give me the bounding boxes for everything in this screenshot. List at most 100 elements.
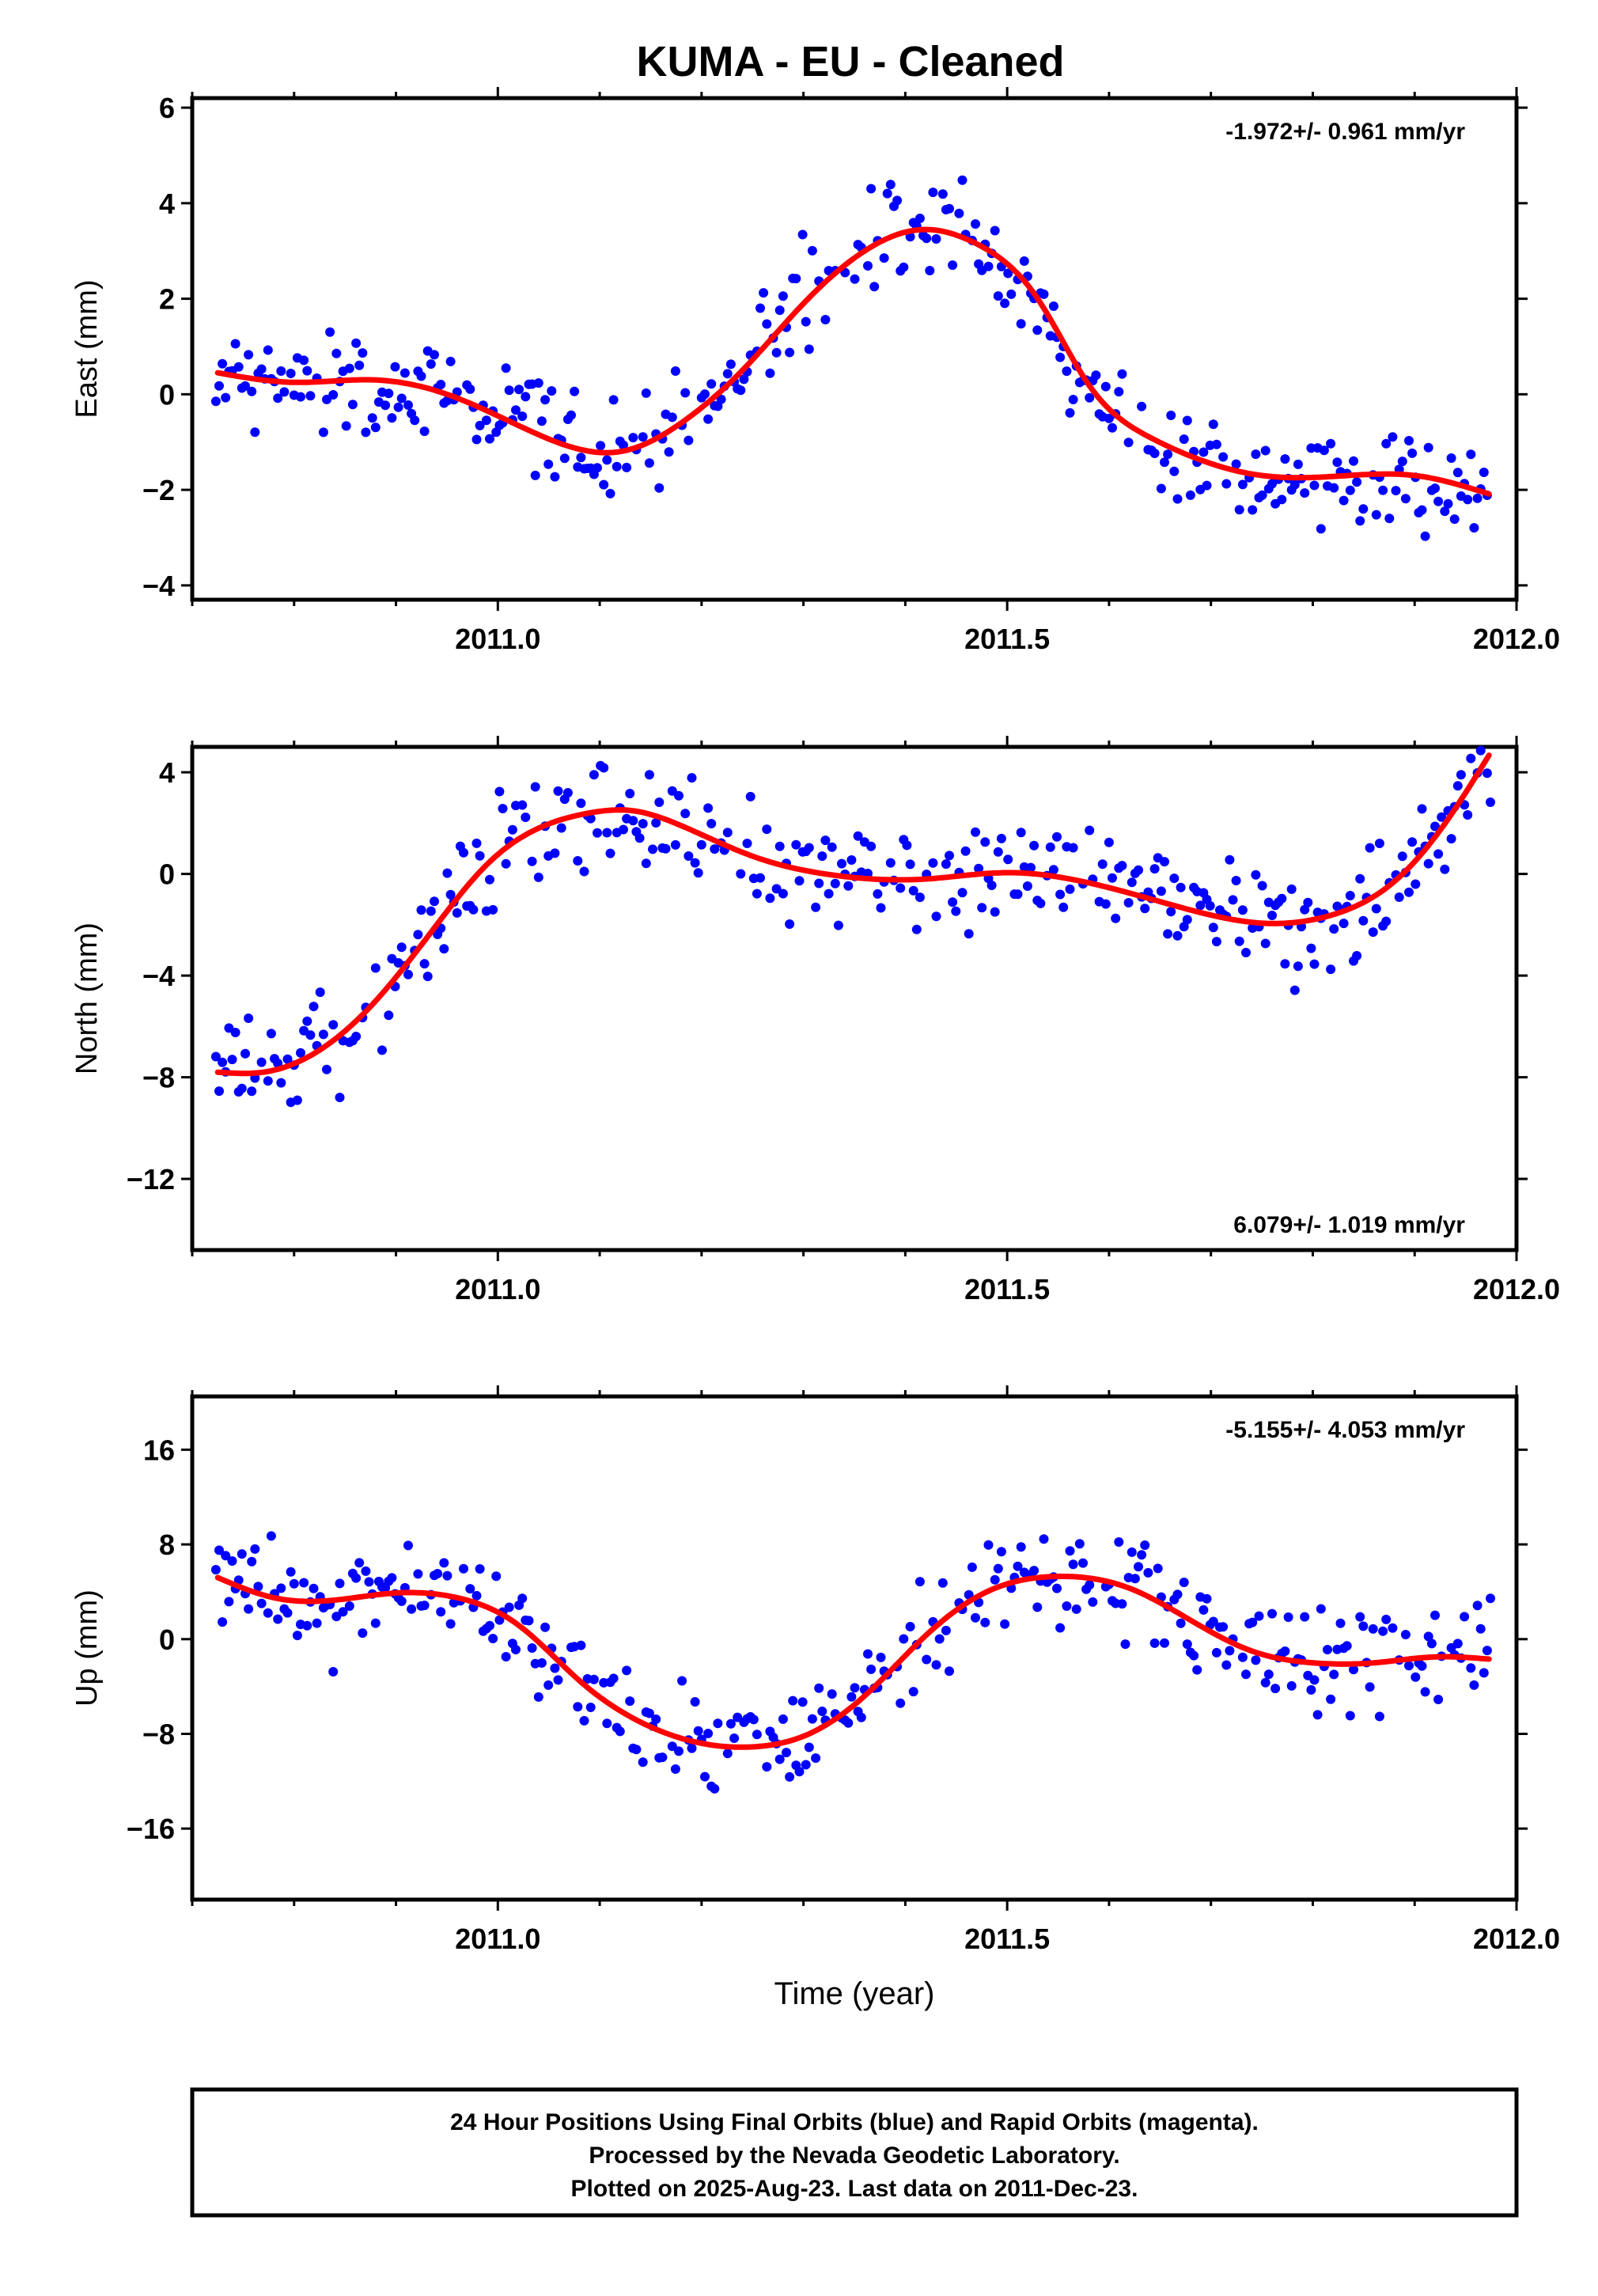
data-point: [273, 1614, 283, 1624]
data-point: [1417, 804, 1427, 814]
data-point: [752, 1730, 762, 1740]
data-point: [684, 435, 694, 445]
y-tick-label: −4: [142, 960, 175, 992]
data-point: [1182, 415, 1192, 426]
data-point: [439, 944, 449, 954]
data-point: [996, 833, 1006, 843]
data-point: [846, 855, 857, 865]
data-point: [1280, 959, 1290, 969]
data-point: [1019, 256, 1029, 266]
data-point: [381, 400, 391, 411]
data-point: [602, 455, 612, 465]
data-point: [521, 813, 531, 822]
data-point: [1430, 483, 1440, 494]
data-point: [540, 395, 551, 405]
data-point: [1085, 825, 1095, 835]
data-point: [1130, 1574, 1140, 1584]
data-point: [1309, 480, 1320, 491]
y-tick-label: 8: [159, 1529, 175, 1561]
data-point: [1329, 1669, 1339, 1680]
data-point: [517, 411, 528, 422]
data-point: [276, 1078, 286, 1088]
data-point: [230, 1028, 240, 1037]
data-point: [1149, 1638, 1160, 1648]
data-point: [517, 1593, 528, 1604]
data-point: [573, 856, 583, 866]
data-point: [1319, 445, 1329, 456]
data-point: [804, 1742, 814, 1752]
data-point: [318, 427, 328, 438]
data-point: [276, 366, 286, 376]
data-point: [396, 393, 407, 404]
data-point: [1437, 812, 1447, 822]
data-point: [553, 786, 563, 796]
data-point: [937, 1578, 948, 1588]
data-point: [1463, 810, 1473, 820]
data-point: [227, 1055, 237, 1065]
data-point: [318, 1029, 328, 1040]
data-point: [736, 869, 746, 879]
data-point: [990, 907, 1000, 917]
data-point: [677, 1676, 687, 1686]
data-point: [263, 345, 273, 355]
data-point: [471, 838, 482, 848]
data-point: [1140, 1540, 1150, 1550]
data-point: [628, 433, 638, 443]
data-point: [661, 843, 671, 854]
data-point: [1156, 483, 1166, 494]
data-point: [771, 884, 782, 894]
data-point: [430, 350, 439, 360]
data-point: [533, 872, 543, 882]
data-point: [351, 1032, 362, 1041]
east-rate-label: -1.972+/- 0.961 mm/yr: [1225, 119, 1465, 145]
data-point: [1176, 1618, 1186, 1628]
data-point: [494, 1615, 505, 1625]
data-point: [804, 843, 814, 853]
data-point: [680, 388, 691, 398]
data-point: [214, 1545, 224, 1555]
data-point: [1482, 768, 1492, 779]
data-point: [1433, 849, 1444, 859]
data-point: [876, 1652, 886, 1662]
data-point: [644, 1708, 654, 1718]
data-point: [1065, 1546, 1075, 1556]
data-point: [863, 261, 873, 271]
data-point: [644, 458, 654, 468]
data-point: [811, 1753, 821, 1764]
data-point: [1306, 943, 1316, 953]
data-point: [1257, 881, 1267, 891]
data-point: [1277, 494, 1287, 505]
data-point: [1326, 1694, 1336, 1704]
data-point: [1479, 1668, 1489, 1678]
data-point: [742, 839, 752, 848]
y-tick-label: −2: [142, 474, 175, 506]
data-point: [1065, 407, 1075, 418]
data-point: [396, 942, 407, 953]
data-point: [765, 893, 775, 904]
data-point: [1452, 1639, 1463, 1649]
data-point: [693, 868, 703, 878]
data-point: [846, 1692, 857, 1702]
data-point: [403, 969, 413, 979]
data-point: [774, 1754, 785, 1764]
data-point: [1237, 905, 1248, 915]
data-point: [419, 426, 430, 437]
data-point: [221, 1551, 231, 1561]
data-point: [1225, 1646, 1235, 1656]
data-point: [1352, 951, 1362, 960]
data-point: [690, 1697, 700, 1707]
data-point: [556, 823, 566, 833]
data-point: [1211, 937, 1221, 947]
data-point: [1127, 1547, 1137, 1557]
data-point: [1114, 1537, 1124, 1547]
data-point: [1358, 915, 1369, 926]
data-point: [1208, 923, 1218, 933]
data-point: [980, 1617, 990, 1627]
data-point: [1323, 1645, 1332, 1654]
footer-box: 24 Hour Positions Using Final Orbits (bl…: [190, 2087, 1519, 2218]
data-point: [387, 1573, 397, 1583]
data-point: [256, 1057, 267, 1067]
data-point: [850, 274, 860, 284]
data-point: [778, 291, 788, 301]
data-point: [814, 878, 824, 888]
